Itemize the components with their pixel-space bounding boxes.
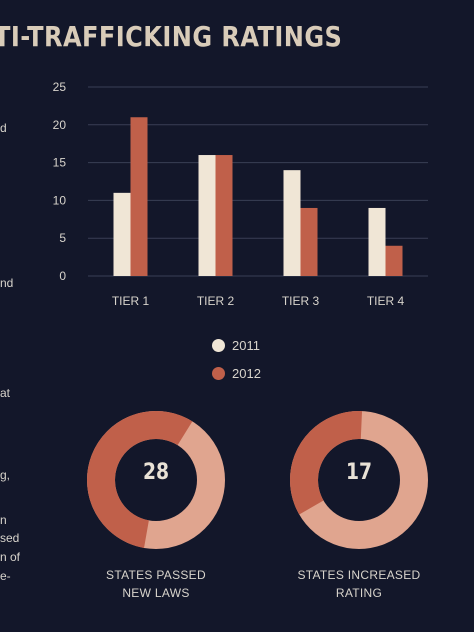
bar <box>130 117 148 277</box>
side-text-fragment: at <box>0 386 11 400</box>
y-tick-label: 25 <box>53 80 67 94</box>
side-text-fragment: e- <box>0 569 11 583</box>
side-text-fragment: sed <box>0 531 20 545</box>
y-tick-label: 20 <box>53 118 67 132</box>
side-text-fragment: nd <box>0 276 14 290</box>
donut-value: 17 <box>345 460 373 485</box>
bar <box>283 170 301 276</box>
caption-line: RATING <box>335 586 383 600</box>
y-tick-label: 0 <box>59 269 66 283</box>
donut-ring <box>87 411 225 549</box>
caption-line: NEW LAWS <box>122 586 190 600</box>
donut-segment-share <box>290 411 428 549</box>
y-tick-label: 15 <box>53 156 67 170</box>
bar <box>198 155 216 276</box>
legend-swatch <box>212 339 225 352</box>
donut-caption: STATES PASSED NEW LAWS <box>76 566 236 602</box>
side-text-fragment: g, <box>0 468 11 482</box>
page-title: TI-TRAFFICKING RATINGS <box>0 20 343 53</box>
donut-value: 28 <box>142 460 170 485</box>
side-text-fragment: n of <box>0 550 21 564</box>
x-tick-label: TIER 2 <box>197 294 235 308</box>
y-tick-label: 5 <box>59 231 66 245</box>
donut-ring <box>290 411 428 549</box>
legend-label: 2012 <box>232 366 261 381</box>
bar-chart: 0 5 10 15 20 25 TIER 1 TIER 2 TIER 3 TIER 4 <box>53 80 428 308</box>
donut-caption: STATES INCREASED RATING <box>279 566 439 602</box>
donut-chart-rating: 17 <box>289 410 429 550</box>
donut-chart-laws: 28 <box>86 410 226 550</box>
caption-line: STATES INCREASED <box>297 568 421 582</box>
bar <box>215 155 233 276</box>
bar <box>113 192 131 276</box>
x-tick-label: TIER 3 <box>282 294 320 308</box>
x-tick-label: TIER 1 <box>112 294 150 308</box>
side-text-fragment: d <box>0 121 7 135</box>
x-tick-label: TIER 4 <box>367 294 405 308</box>
bar <box>385 245 403 276</box>
legend-label: 2011 <box>232 338 260 353</box>
caption-line: STATES PASSED <box>106 568 206 582</box>
bar <box>368 207 386 276</box>
y-tick-label: 10 <box>53 193 67 207</box>
legend-swatch <box>212 367 225 380</box>
side-text-fragment: n <box>0 513 7 527</box>
bar <box>300 207 318 276</box>
